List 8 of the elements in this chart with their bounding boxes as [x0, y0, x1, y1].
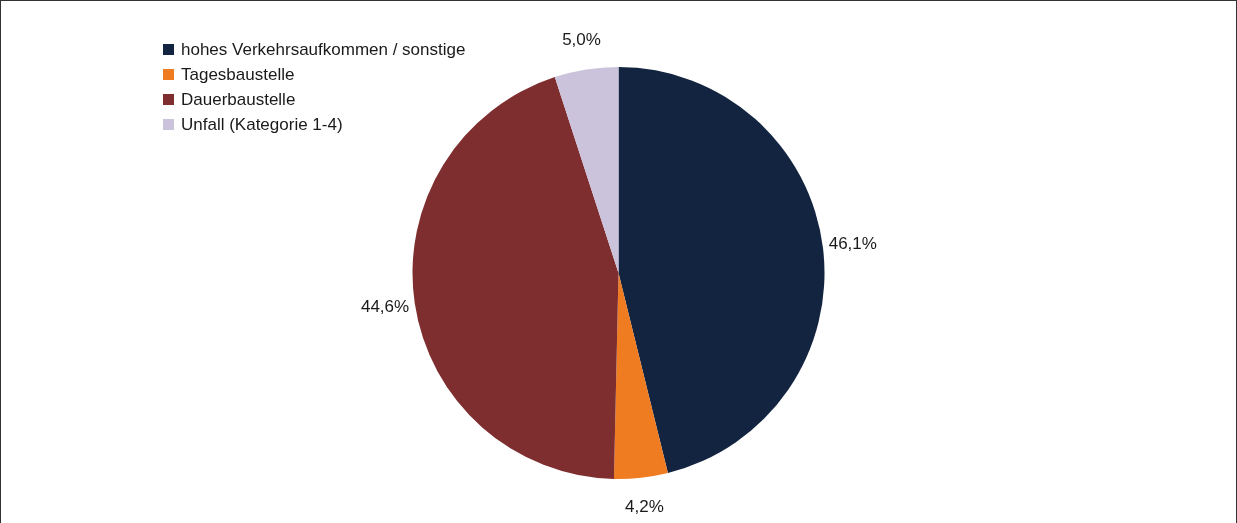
legend-label: Unfall (Kategorie 1-4) — [181, 114, 343, 135]
legend-label: hohes Verkehrsaufkommen / sonstige — [181, 39, 466, 60]
data-label: 5,0% — [562, 29, 601, 49]
legend-label: Dauerbaustelle — [181, 89, 296, 110]
legend-label: Tagesbaustelle — [181, 64, 295, 85]
data-label: 44,6% — [360, 297, 410, 317]
data-label: 46,1% — [828, 234, 877, 254]
data-label: 4,2% — [625, 497, 664, 517]
